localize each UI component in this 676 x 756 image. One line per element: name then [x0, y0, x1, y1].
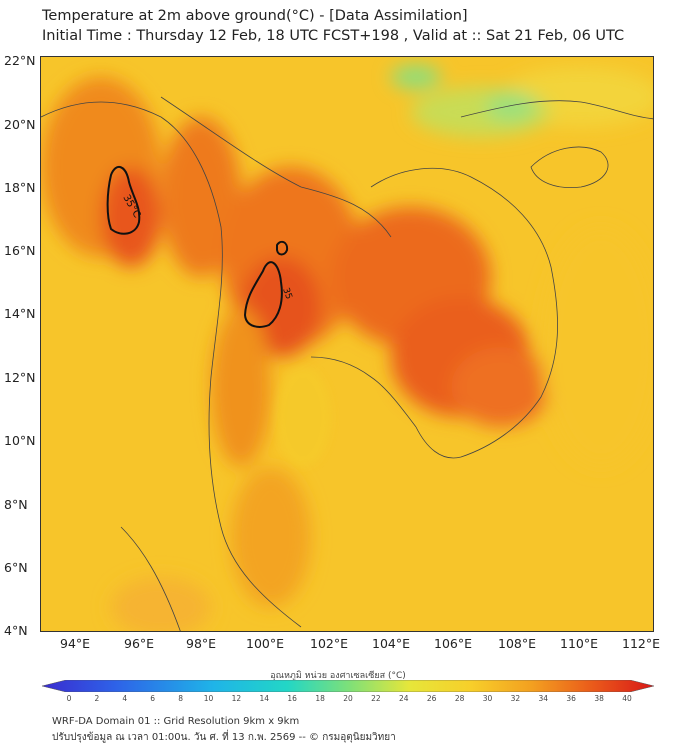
- colorbar-tick-36: 36: [566, 694, 576, 703]
- lat-label-14n: 14°N: [4, 306, 36, 321]
- colorbar-gradient: [42, 680, 654, 692]
- temperature-map: 35°C 35: [40, 56, 654, 632]
- lon-label-110e: 110°E: [560, 636, 599, 651]
- colorbar-tick-16: 16: [287, 694, 297, 703]
- colorbar-tick-4: 4: [122, 694, 128, 703]
- lon-label-94e: 94°E: [60, 636, 91, 651]
- map-title: Temperature at 2m above ground(°C) - [Da…: [42, 6, 624, 46]
- lon-label-102e: 102°E: [310, 636, 349, 651]
- colorbar-tick-20: 20: [343, 694, 353, 703]
- lon-label-100e: 100°E: [246, 636, 285, 651]
- lon-label-104e: 104°E: [372, 636, 411, 651]
- colorbar-tick-30: 30: [482, 694, 493, 703]
- lat-label-8n: 8°N: [4, 497, 28, 512]
- colorbar-tick-2: 2: [94, 694, 100, 703]
- colorbar-tick-26: 26: [426, 694, 437, 703]
- temperature-shading: [41, 65, 653, 631]
- inland-sea-gulf: [275, 367, 331, 467]
- colorbar-tick-28: 28: [454, 694, 465, 703]
- lat-label-22n: 22°N: [4, 53, 36, 68]
- colorbar-tick-40: 40: [622, 694, 632, 703]
- colorbar-tick-12: 12: [231, 694, 242, 703]
- colorbar-tick-0: 0: [66, 694, 72, 703]
- coastlines-borders: [41, 96, 653, 631]
- footer-model-info: WRF-DA Domain 01 :: Grid Resolution 9km …: [52, 716, 300, 727]
- title-line-1: Temperature at 2m above ground(°C) - [Da…: [42, 8, 468, 24]
- lat-label-6n: 6°N: [4, 560, 28, 575]
- colorbar-tick-38: 38: [594, 694, 604, 703]
- colorbar-tick-18: 18: [315, 694, 325, 703]
- title-line-2: Initial Time : Thursday 12 Feb, 18 UTC F…: [42, 28, 625, 44]
- lat-label-20n: 20°N: [4, 117, 36, 132]
- colorbar-tick-14: 14: [259, 694, 270, 703]
- lat-label-16n: 16°N: [4, 243, 36, 258]
- contour-label-central: 35: [280, 287, 293, 301]
- lat-label-18n: 18°N: [4, 180, 36, 195]
- colorbar-tick-34: 34: [538, 694, 549, 703]
- lon-label-108e: 108°E: [498, 636, 537, 651]
- map-field-svg: 35°C 35: [41, 57, 653, 631]
- colorbar-tick-8: 8: [178, 694, 183, 703]
- lat-label-12n: 12°N: [4, 370, 36, 385]
- lon-label-112e: 112°E: [622, 636, 661, 651]
- colorbar-title: อุณหภูมิ หน่วย องศาเซลเซียส (°C): [270, 671, 406, 681]
- contour-35c: [106, 166, 289, 328]
- colorbar-tick-32: 32: [510, 694, 521, 703]
- lat-label-10n: 10°N: [4, 433, 36, 448]
- lon-label-96e: 96°E: [124, 636, 155, 651]
- colorbar-tick-22: 22: [371, 694, 381, 703]
- footer-update-info: ปรับปรุงข้อมูล ณ เวลา 01:00น. วัน ศ. ที่…: [52, 732, 396, 743]
- lon-label-98e: 98°E: [186, 636, 217, 651]
- colorbar-tick-24: 24: [399, 694, 409, 703]
- lat-label-4n: 4°N: [4, 623, 28, 638]
- temperature-colorbar: [42, 680, 654, 692]
- lon-label-106e: 106°E: [434, 636, 473, 651]
- colorbar-tick-6: 6: [150, 694, 156, 703]
- colorbar-tick-10: 10: [203, 694, 214, 703]
